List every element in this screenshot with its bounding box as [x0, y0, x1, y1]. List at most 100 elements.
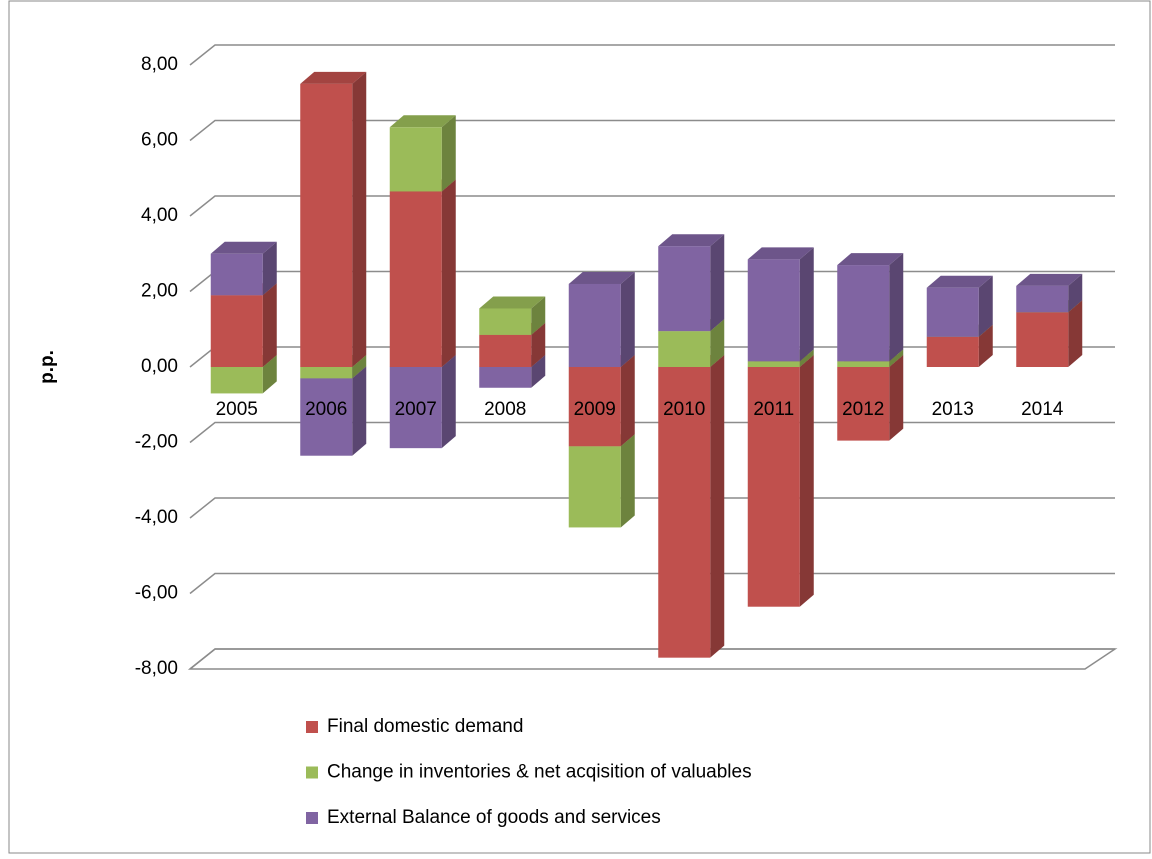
y-axis-title: p.p. [37, 350, 58, 384]
x-tick-label: 2011 [753, 399, 794, 420]
bar-side [262, 283, 277, 367]
legend-swatch [306, 721, 318, 733]
bar-top [300, 71, 367, 84]
bar-side [352, 355, 367, 379]
y-tick-label: 0,00 [141, 356, 178, 377]
grid-line [189, 421, 1115, 444]
grid-line [189, 572, 1115, 595]
x-tick-label: 2008 [484, 399, 526, 420]
bar [1016, 285, 1069, 313]
x-tick-label: 2013 [932, 399, 974, 420]
bar [389, 191, 442, 367]
bar [1016, 312, 1069, 367]
bar-side [889, 253, 904, 362]
bar [568, 446, 621, 528]
bar [837, 367, 890, 441]
bar-side [531, 296, 546, 335]
bar [210, 253, 263, 296]
bar [479, 308, 532, 335]
bar-side [441, 179, 456, 367]
bar [658, 331, 711, 367]
bar-side [889, 349, 904, 367]
bar-side [710, 355, 725, 658]
bar-side [710, 234, 725, 332]
bar [747, 367, 800, 607]
bar-top [747, 247, 814, 260]
y-tick-label: -8,00 [135, 658, 178, 679]
y-tick-label: -2,00 [135, 432, 178, 453]
legend-swatch [306, 766, 318, 779]
bar-side [620, 355, 635, 447]
bar-top [479, 296, 546, 309]
grid-line [189, 195, 1115, 217]
bar-side [531, 322, 546, 367]
bar-side [441, 115, 456, 192]
legend-label: Change in inventories & net acqisition o… [327, 762, 752, 783]
bar-top [1016, 273, 1083, 286]
legend-label: Final domestic demand [327, 716, 523, 737]
bar-side [799, 247, 814, 362]
bar [300, 378, 353, 456]
bar [568, 283, 621, 367]
grid-line [189, 119, 1115, 142]
grid-line [189, 44, 1115, 66]
bar-side [889, 355, 904, 441]
bar-side [352, 71, 367, 367]
x-tick-label: 2005 [216, 399, 258, 420]
bar-top [389, 115, 456, 128]
bar-top [837, 253, 904, 266]
bar [210, 367, 263, 394]
bar [479, 367, 532, 388]
bar-side [1068, 300, 1083, 367]
y-tick-label: -4,00 [135, 507, 178, 528]
y-tick-label: 2,00 [141, 281, 178, 302]
x-tick-label: 2014 [1021, 399, 1064, 420]
bar [837, 361, 890, 367]
bar [926, 336, 979, 367]
y-tick-label: 4,00 [141, 205, 178, 226]
bar-side [531, 355, 546, 388]
bar-side [441, 355, 456, 449]
bar [658, 367, 711, 658]
y-tick-label: -6,00 [135, 583, 178, 604]
bar [747, 259, 800, 362]
bar [837, 265, 890, 362]
y-tick-label: 8,00 [141, 54, 178, 75]
grid-line [189, 497, 1115, 519]
x-tick-label: 2009 [574, 399, 616, 420]
bar-side [978, 324, 993, 367]
bar-top [568, 271, 635, 284]
bar [300, 83, 353, 367]
bar [747, 361, 800, 367]
bar-side [262, 241, 277, 296]
bar-side [620, 434, 635, 528]
bar-top [926, 275, 993, 288]
legend-swatch [306, 812, 318, 824]
grid-line [189, 648, 1115, 670]
bar [389, 367, 442, 449]
bar [568, 367, 621, 447]
bar [389, 127, 442, 192]
bar-side [799, 355, 814, 607]
bar-side [799, 349, 814, 367]
legend-label: External Balance of goods and services [327, 807, 661, 828]
bar-side [620, 271, 635, 367]
x-tick-label: 2006 [305, 399, 347, 420]
bar [926, 287, 979, 337]
bar-side [1068, 273, 1083, 313]
bar [210, 295, 263, 367]
x-tick-label: 2012 [842, 399, 884, 420]
x-tick-label: 2007 [395, 399, 437, 420]
bar-side [978, 275, 993, 337]
x-tick-label: 2010 [663, 399, 705, 420]
y-tick-label: 6,00 [141, 130, 178, 151]
bar [479, 334, 532, 367]
bar-side [352, 366, 367, 456]
bar-top [210, 241, 277, 254]
bar-side [262, 355, 277, 394]
bar-side [710, 319, 725, 367]
bar-top [658, 234, 725, 247]
bar [300, 367, 353, 379]
bar [658, 246, 711, 332]
